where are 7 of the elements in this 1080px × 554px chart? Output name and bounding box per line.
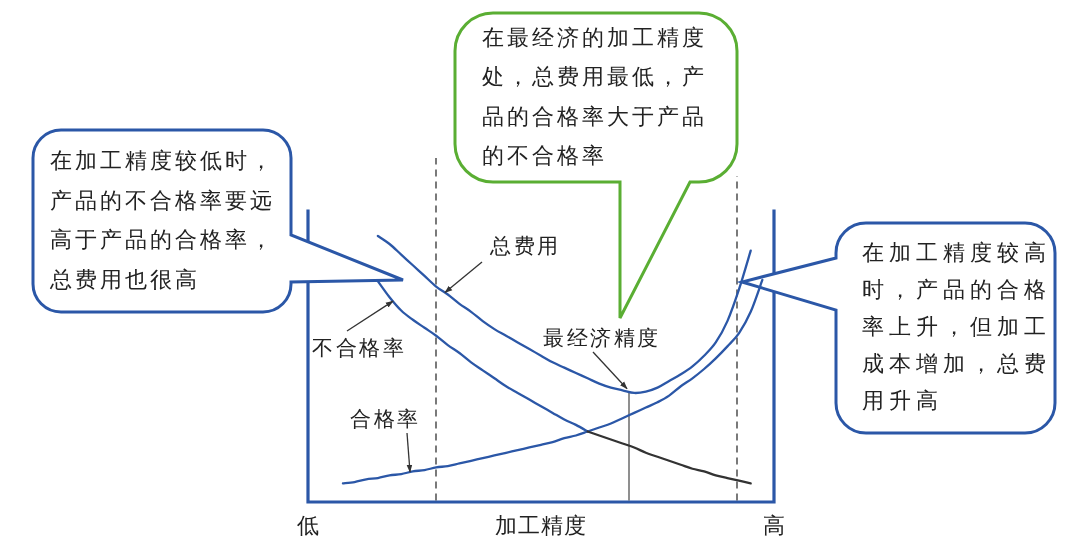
x-axis-title: 加工精度: [495, 513, 587, 538]
x-tick-label: 低: [297, 513, 319, 538]
series-name: 不合格率: [312, 336, 406, 360]
series-name: 总费用: [490, 234, 561, 258]
annotation-label: 最经济精度: [543, 326, 661, 350]
series-name: 合格率: [350, 407, 421, 431]
x-tick-label: 高: [763, 513, 785, 538]
